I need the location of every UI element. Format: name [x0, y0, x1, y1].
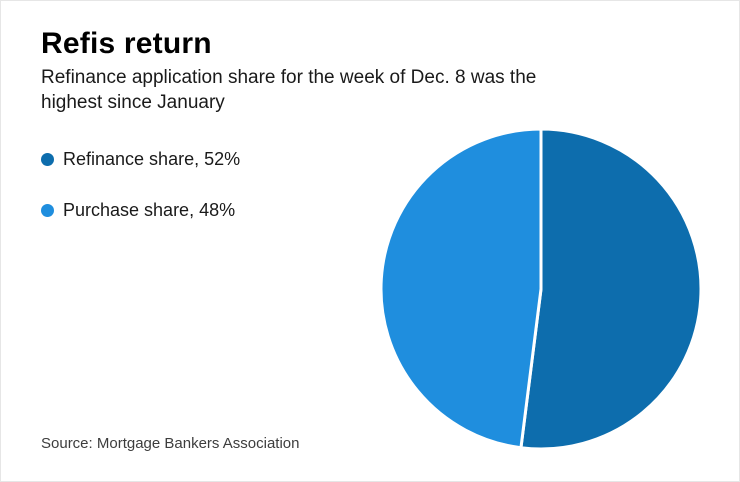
chart-title: Refis return — [41, 27, 212, 60]
pie-slice-refinance-share — [519, 127, 703, 451]
legend-item-purchase: Purchase share, 48% — [41, 200, 240, 221]
legend-label-refinance: Refinance share, 52% — [63, 149, 241, 169]
source-credit: Source: Mortgage Bankers Association — [41, 435, 300, 452]
legend-label-purchase: Purchase share, 48% — [63, 200, 236, 220]
legend-dot-refinance-icon — [41, 153, 54, 166]
legend: Refinance share, 52% Purchase share, 48% — [41, 149, 240, 251]
legend-item-refinance: Refinance share, 52% — [41, 149, 240, 170]
legend-dot-purchase-icon — [41, 204, 54, 217]
pie-chart — [379, 127, 703, 451]
pie-slice-purchase-share — [379, 127, 543, 450]
pie-chart-container — [376, 124, 706, 454]
chart-subtitle: Refinance application share for the week… — [41, 67, 537, 114]
